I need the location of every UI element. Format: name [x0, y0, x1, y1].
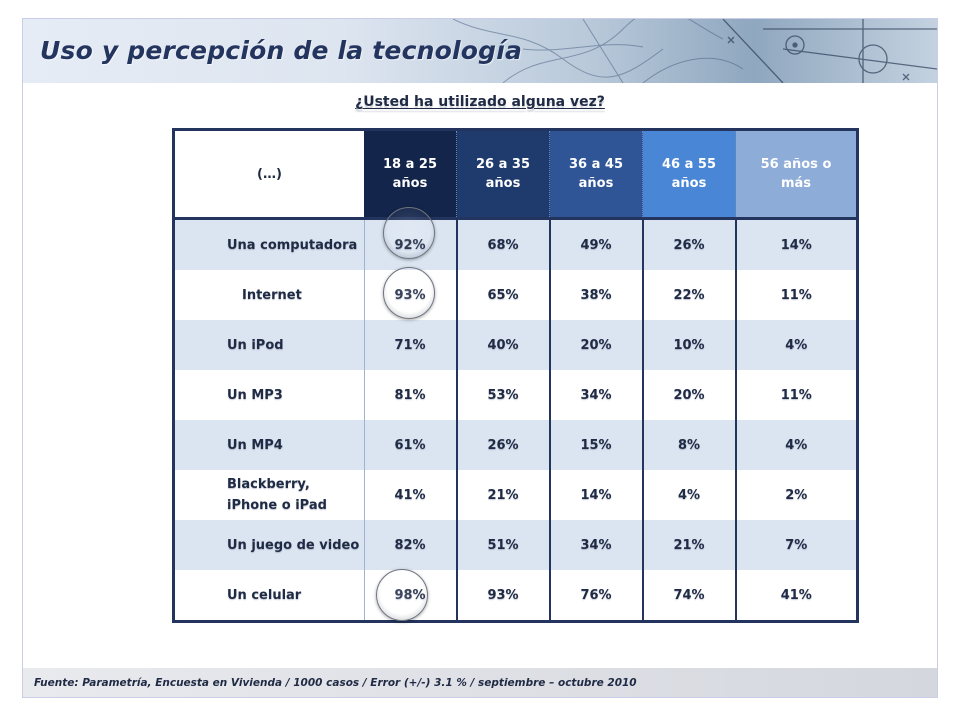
table-row: Un iPod 71% 40% 20% 10% 4% [173, 320, 858, 370]
table-row: Blackberry, iPhone o iPad 41% 21% 14% 4%… [173, 470, 858, 520]
value-cell: 14% [734, 218, 858, 270]
page-title: Uso y percepción de la tecnología [40, 36, 523, 65]
value-cell: 20% [548, 320, 643, 370]
value-cell: 34% [548, 370, 643, 420]
table-row: Un celular 98% 93% 76% 74% 41% [173, 570, 858, 622]
value-cell: 26% [455, 420, 550, 470]
age-column-header: 18 a 25 años [364, 129, 457, 220]
value-cell: 65% [455, 270, 550, 320]
value-cell: 22% [641, 270, 736, 320]
row-label: Un iPod [173, 320, 364, 370]
value-cell: 51% [455, 520, 550, 570]
value-cell: 68% [455, 218, 550, 270]
row-label: Un juego de video [173, 520, 364, 570]
value-cell: 93% [455, 570, 550, 622]
footer-bar [23, 668, 937, 697]
value-cell: 21% [455, 470, 550, 520]
value-cell: 93% [363, 270, 457, 320]
row-label: Un celular [173, 570, 364, 622]
value-cell: 4% [734, 320, 858, 370]
value-cell: 98% [363, 570, 457, 622]
network-pattern-decoration [452, 19, 937, 83]
value-cell: 14% [548, 470, 643, 520]
age-column-header: 46 a 55 años [642, 129, 736, 220]
age-column-header: 56 años o más [735, 129, 858, 220]
value-cell: 34% [548, 520, 643, 570]
value-cell: 15% [548, 420, 643, 470]
value-cell: 10% [641, 320, 736, 370]
row-label: Una computadora [173, 218, 364, 270]
value-cell: 38% [548, 270, 643, 320]
age-column-header: 26 a 35 años [456, 129, 550, 220]
table-header-row: (…) 18 a 25 años 26 a 35 años 36 a 45 añ… [173, 129, 858, 220]
value-cell: 26% [641, 218, 736, 270]
value-cell: 7% [734, 520, 858, 570]
value-cell: 4% [734, 420, 858, 470]
age-column-header: 36 a 45 años [549, 129, 643, 220]
value-cell: 11% [734, 270, 858, 320]
usage-table: (…) 18 a 25 años 26 a 35 años 36 a 45 añ… [172, 128, 859, 623]
value-cell: 53% [455, 370, 550, 420]
value-cell: 40% [455, 320, 550, 370]
value-cell: 20% [641, 370, 736, 420]
value-cell: 92% [363, 218, 457, 270]
value-cell: 81% [363, 370, 457, 420]
header-banner [23, 19, 937, 83]
row-label: Un MP4 [173, 420, 364, 470]
value-cell: 8% [641, 420, 736, 470]
value-cell: 71% [363, 320, 457, 370]
row-label: Un MP3 [173, 370, 364, 420]
value-cell: 41% [734, 570, 858, 622]
value-cell: 76% [548, 570, 643, 622]
value-cell: 2% [734, 470, 858, 520]
table-row: Una computadora 92% 68% 49% 26% 14% [173, 218, 858, 270]
value-cell: 4% [641, 470, 736, 520]
row-label: Blackberry, iPhone o iPad [173, 470, 364, 520]
table-row: Un juego de video 82% 51% 34% 21% 7% [173, 520, 858, 570]
source-note: Fuente: Parametría, Encuesta en Vivienda… [34, 677, 637, 689]
label-column-header: (…) [173, 129, 364, 220]
row-label: Internet [173, 270, 364, 320]
table-row: Un MP3 81% 53% 34% 20% 11% [173, 370, 858, 420]
value-cell: 21% [641, 520, 736, 570]
value-cell: 74% [641, 570, 736, 622]
value-cell: 49% [548, 218, 643, 270]
table-row: Un MP4 61% 26% 15% 8% 4% [173, 420, 858, 470]
survey-question: ¿Usted ha utilizado alguna vez? [355, 94, 605, 110]
table-row: Internet 93% 65% 38% 22% 11% [173, 270, 858, 320]
value-cell: 11% [734, 370, 858, 420]
value-cell: 82% [363, 520, 457, 570]
value-cell: 61% [363, 420, 457, 470]
value-cell: 41% [363, 470, 457, 520]
